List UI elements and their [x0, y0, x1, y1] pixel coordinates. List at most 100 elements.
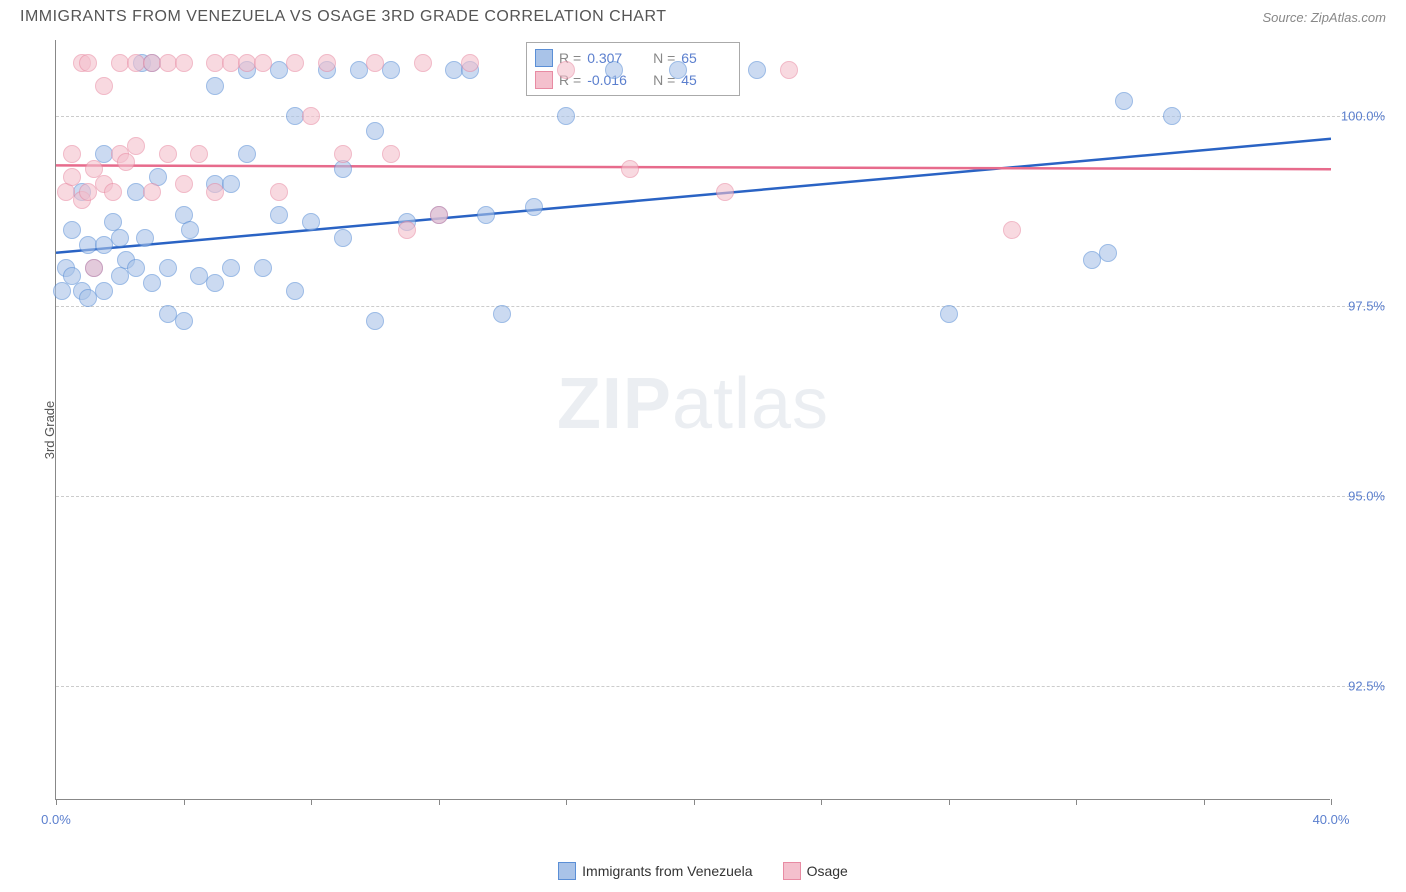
- series-legend-item: Osage: [783, 862, 848, 880]
- data-point: [63, 221, 81, 239]
- data-point: [104, 183, 122, 201]
- data-point: [525, 198, 543, 216]
- data-point: [222, 175, 240, 193]
- data-point: [136, 229, 154, 247]
- data-point: [366, 122, 384, 140]
- data-point: [493, 305, 511, 323]
- plot-area: ZIPatlas R = 0.307 N = 65 R = -0.016 N =…: [55, 40, 1330, 800]
- x-tick: [311, 799, 312, 805]
- series-legend-item: Immigrants from Venezuela: [558, 862, 752, 880]
- data-point: [382, 145, 400, 163]
- data-point: [1163, 107, 1181, 125]
- series-name: Immigrants from Venezuela: [582, 863, 752, 879]
- data-point: [175, 175, 193, 193]
- data-point: [143, 183, 161, 201]
- data-point: [286, 54, 304, 72]
- x-tick: [184, 799, 185, 805]
- data-point: [111, 229, 129, 247]
- data-point: [159, 305, 177, 323]
- y-tick-label: 97.5%: [1335, 299, 1385, 314]
- data-point: [95, 77, 113, 95]
- data-point: [334, 145, 352, 163]
- data-point: [716, 183, 734, 201]
- x-tick: [1204, 799, 1205, 805]
- gridline: [56, 306, 1385, 307]
- x-tick: [1076, 799, 1077, 805]
- legend-swatch: [558, 862, 576, 880]
- data-point: [79, 54, 97, 72]
- series-name: Osage: [807, 863, 848, 879]
- data-point: [85, 259, 103, 277]
- data-point: [175, 312, 193, 330]
- data-point: [366, 312, 384, 330]
- data-point: [190, 145, 208, 163]
- data-point: [270, 206, 288, 224]
- data-point: [117, 153, 135, 171]
- data-point: [1099, 244, 1117, 262]
- data-point: [238, 145, 256, 163]
- data-point: [780, 61, 798, 79]
- y-tick-label: 100.0%: [1335, 109, 1385, 124]
- data-point: [286, 282, 304, 300]
- x-tick-label: 40.0%: [1313, 812, 1350, 827]
- data-point: [302, 213, 320, 231]
- data-point: [159, 54, 177, 72]
- data-point: [366, 54, 384, 72]
- n-value: 45: [681, 72, 731, 88]
- data-point: [206, 77, 224, 95]
- source-attribution: Source: ZipAtlas.com: [1262, 10, 1386, 25]
- data-point: [1115, 92, 1133, 110]
- y-tick-label: 92.5%: [1335, 679, 1385, 694]
- legend-swatch: [535, 49, 553, 67]
- chart-container: 3rd Grade ZIPatlas R = 0.307 N = 65 R = …: [55, 40, 1386, 820]
- x-tick: [56, 799, 57, 805]
- data-point: [940, 305, 958, 323]
- data-point: [334, 229, 352, 247]
- x-tick: [1331, 799, 1332, 805]
- data-point: [63, 168, 81, 186]
- data-point: [270, 183, 288, 201]
- gridline: [56, 496, 1385, 497]
- x-tick-label: 0.0%: [41, 812, 71, 827]
- watermark: ZIPatlas: [557, 363, 829, 445]
- data-point: [143, 274, 161, 292]
- x-tick: [694, 799, 695, 805]
- chart-title: IMMIGRANTS FROM VENEZUELA VS OSAGE 3RD G…: [20, 8, 667, 26]
- data-point: [159, 145, 177, 163]
- data-point: [127, 137, 145, 155]
- data-point: [318, 54, 336, 72]
- x-tick: [566, 799, 567, 805]
- watermark-bold: ZIP: [557, 364, 672, 444]
- data-point: [95, 282, 113, 300]
- data-point: [254, 259, 272, 277]
- data-point: [181, 221, 199, 239]
- data-point: [302, 107, 320, 125]
- data-point: [127, 183, 145, 201]
- data-point: [477, 206, 495, 224]
- data-point: [143, 54, 161, 72]
- data-point: [206, 183, 224, 201]
- data-point: [748, 61, 766, 79]
- data-point: [398, 221, 416, 239]
- data-point: [127, 259, 145, 277]
- x-tick: [821, 799, 822, 805]
- gridline: [56, 116, 1385, 117]
- data-point: [127, 54, 145, 72]
- data-point: [254, 54, 272, 72]
- y-tick-label: 95.0%: [1335, 489, 1385, 504]
- data-point: [430, 206, 448, 224]
- trend-line: [56, 165, 1331, 169]
- watermark-light: atlas: [672, 364, 829, 444]
- series-legend: Immigrants from Venezuela Osage: [0, 862, 1406, 880]
- data-point: [1003, 221, 1021, 239]
- data-point: [111, 267, 129, 285]
- data-point: [63, 145, 81, 163]
- data-point: [669, 61, 687, 79]
- data-point: [206, 274, 224, 292]
- source-label: Source:: [1262, 10, 1310, 25]
- legend-swatch: [783, 862, 801, 880]
- n-value: 65: [681, 50, 731, 66]
- x-tick: [439, 799, 440, 805]
- data-point: [159, 259, 177, 277]
- data-point: [222, 259, 240, 277]
